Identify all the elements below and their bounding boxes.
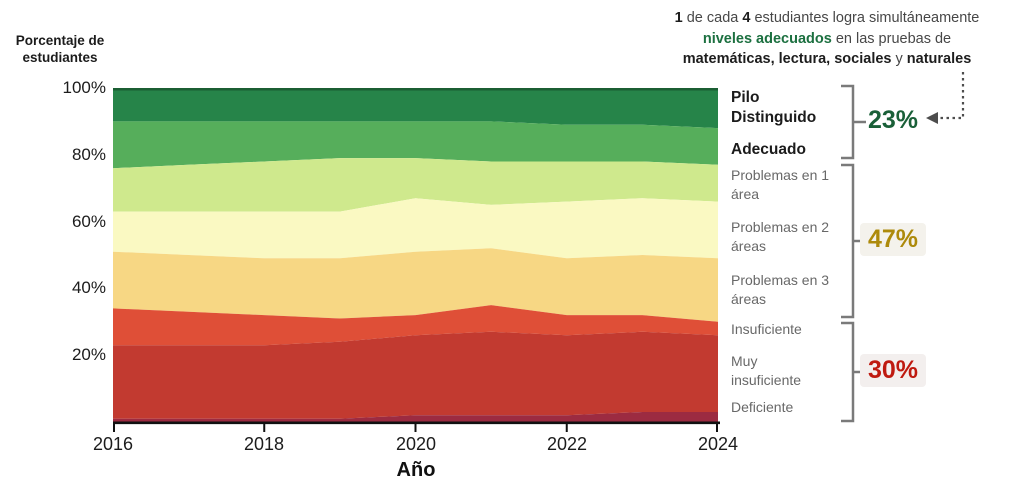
x-tick-2018: 2018 (243, 434, 285, 454)
y-axis-title: Porcentaje de estudiantes (15, 33, 105, 65)
level-label-adecuado: Adecuado (731, 141, 806, 158)
stacked-bands (113, 88, 718, 422)
arrowhead-left-icon (926, 112, 938, 124)
bracket-30 (841, 321, 855, 423)
y-tick-100: 100% (62, 78, 106, 97)
level-label-pilo-distinguido: Pilo Distinguido (731, 89, 817, 126)
band-adecuado (113, 121, 718, 169)
level-label-problemas-3: Problemas en 3 áreas (731, 272, 830, 307)
bracket-47 (841, 163, 855, 319)
percent-callout-47: 47% (860, 223, 927, 256)
band-problemas-en-1-rea (113, 158, 718, 212)
x-axis-ticks (113, 424, 718, 432)
percent-callout-23: 23% (868, 106, 919, 134)
x-axis-title: Año (396, 459, 436, 481)
annotation-line-3: matemáticas, lectura, sociales y natural… (682, 51, 972, 67)
chart-plot-area (113, 88, 720, 432)
x-tick-2022: 2022 (546, 434, 588, 454)
annotation-text: 1 de cada 4 estudiantes logra simultánea… (638, 8, 1016, 70)
annotation-line-1: 1 de cada 4 estudiantes logra simultánea… (674, 10, 980, 26)
band-problemas-en-3-reas (113, 248, 718, 322)
band-pilo-distinguido (113, 88, 718, 129)
y-tick-20: 20% (71, 345, 106, 364)
band-problemas-en-2-reas (113, 198, 718, 259)
band-insuficiente (113, 305, 718, 346)
level-label-insuficiente: Insuficiente (731, 321, 802, 337)
annotation-line-2: niveles adecuados en las pruebas de (702, 30, 952, 47)
dotted-arrow (926, 72, 965, 124)
x-tick-2020: 2020 (395, 434, 437, 454)
level-label-problemas-2: Problemas en 2 áreas (731, 219, 830, 254)
band-deficiente (113, 412, 718, 422)
y-tick-40: 40% (71, 278, 106, 297)
x-tick-2024: 2024 (697, 434, 739, 454)
percent-callout-30: 30% (860, 354, 927, 387)
level-label-muy-insuficiente: Muy insuficiente (731, 353, 802, 388)
level-label-deficiente: Deficiente (731, 399, 794, 415)
band-muy-insuficiente (113, 331, 718, 419)
x-tick-2016: 2016 (92, 434, 134, 454)
level-label-problemas-1: Problemas en 1 área (731, 167, 830, 202)
y-tick-80: 80% (71, 145, 106, 164)
bracket-overlay (841, 72, 965, 423)
y-tick-60: 60% (71, 212, 106, 231)
bracket-23 (841, 84, 855, 160)
